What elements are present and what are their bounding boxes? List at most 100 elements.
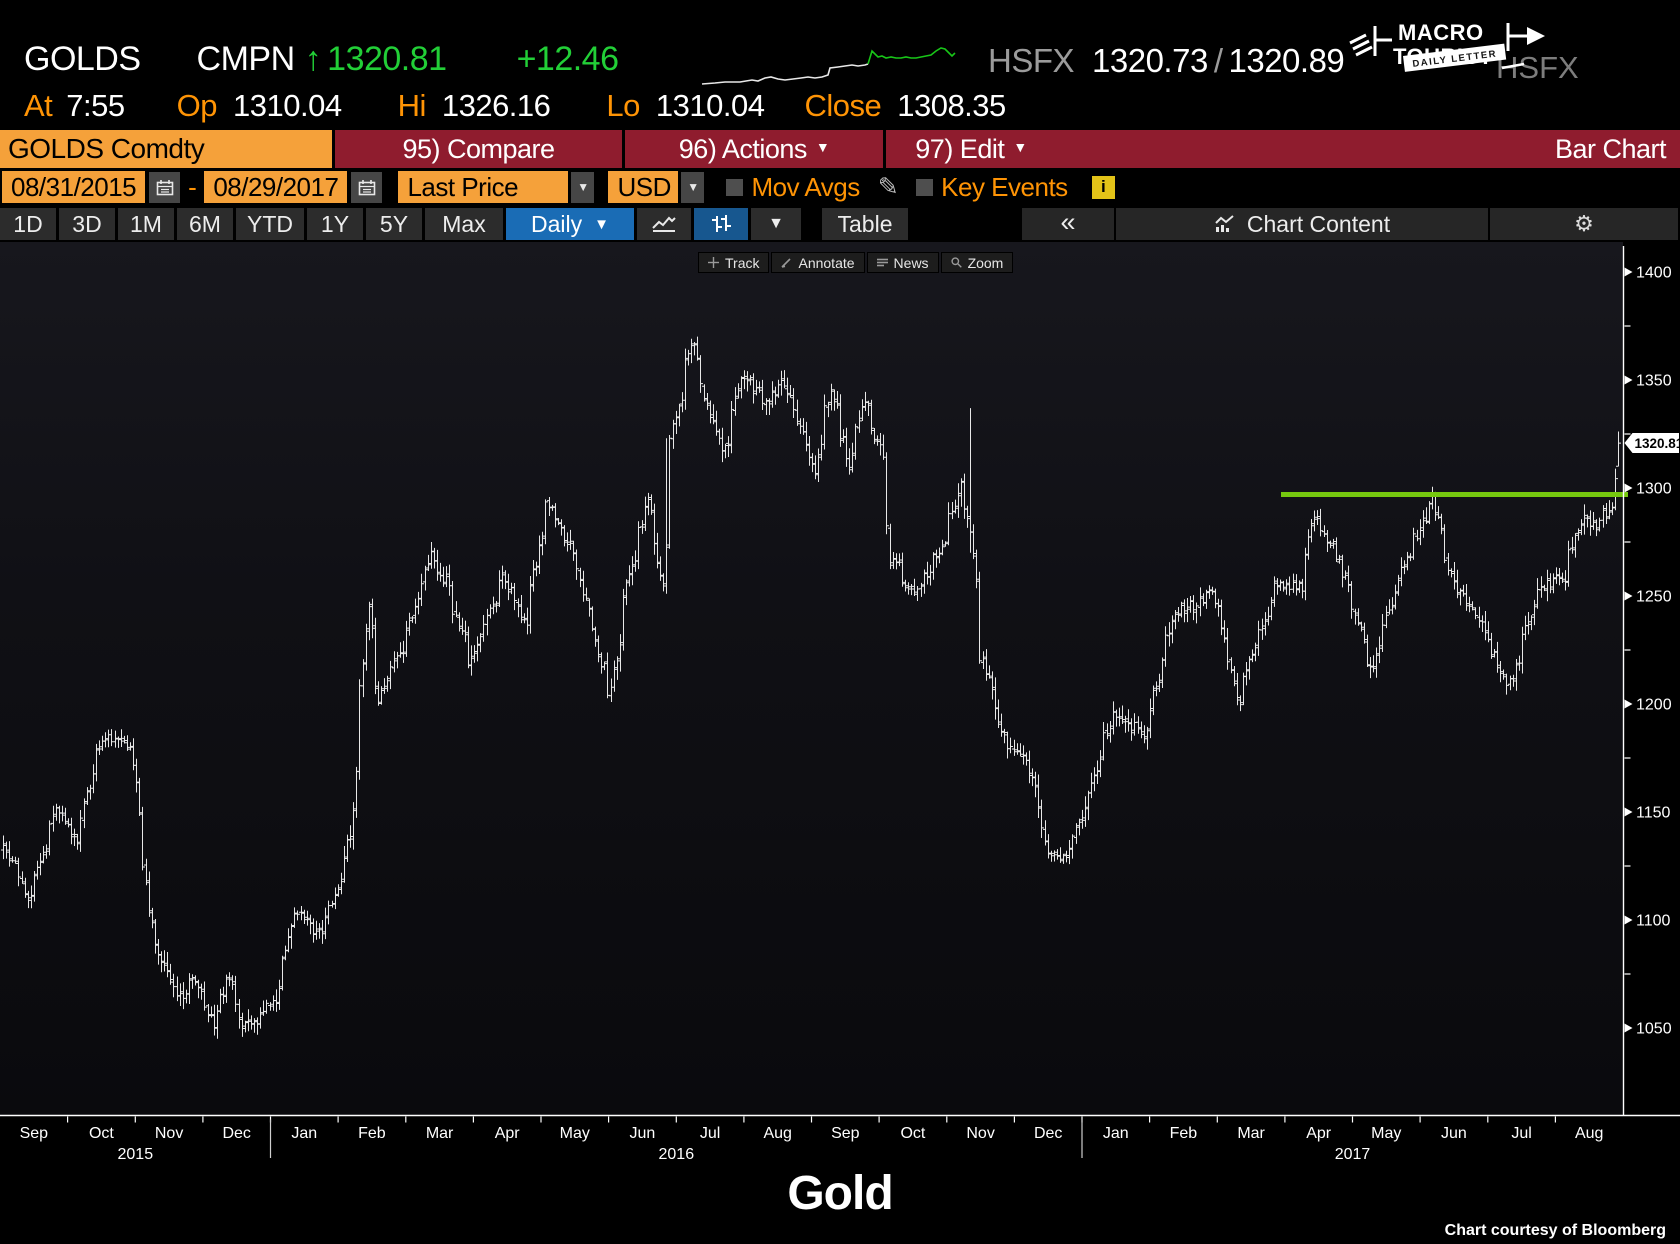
y-tick-label: 1250 xyxy=(1636,589,1672,606)
up-arrow-icon: ↑ xyxy=(304,40,322,78)
price-change: +12.46 xyxy=(516,40,619,78)
frequency-select[interactable]: Daily ▼ xyxy=(506,208,634,240)
chevron-down-icon[interactable]: ▼ xyxy=(571,171,595,203)
actions-button[interactable]: 96) Actions ▼ xyxy=(622,130,883,168)
last-price: 1320.81 xyxy=(327,40,447,78)
month-label: Jan xyxy=(1103,1125,1129,1142)
track-button[interactable]: Track xyxy=(698,252,770,273)
month-label: Aug xyxy=(763,1125,791,1142)
high-price: 1326.16 xyxy=(441,88,551,123)
y-tick-label: 1350 xyxy=(1636,373,1672,390)
period-tab-max[interactable]: Max xyxy=(425,208,503,240)
price-chart[interactable]: 1050 1100 1150 1200 1250 1300 1350 1400 1320.81 S… xyxy=(0,242,1680,1162)
quote-line-1: GOLDS CMPN ↑ 1320.81 +12.46 xyxy=(24,40,619,79)
month-label: Jun xyxy=(1441,1125,1467,1142)
period-tab-1d[interactable]: 1D xyxy=(0,208,56,240)
macro-tourist-logo: MACROTOURISTDAILY LETTER xyxy=(1349,20,1545,72)
period-tab-3d[interactable]: 3D xyxy=(59,208,115,240)
date-from-field[interactable]: 08/31/2015 xyxy=(2,171,146,203)
y-tick-label: 1050 xyxy=(1636,1021,1672,1038)
key-events-checkbox[interactable] xyxy=(916,178,934,196)
svg-text:MACRO: MACRO xyxy=(1398,20,1484,45)
chevron-down-icon[interactable]: ▼ xyxy=(681,171,705,203)
bid-ask-separator: / xyxy=(1213,42,1223,79)
month-label: Jun xyxy=(630,1125,656,1142)
month-label: Nov xyxy=(155,1125,183,1142)
zoom-button[interactable]: Zoom xyxy=(940,252,1014,273)
pricing-source: CMPN xyxy=(196,40,296,78)
open-price: 1310.04 xyxy=(233,88,342,123)
period-tabs-row: 1D 3D 1M 6M YTD 1Y 5Y Max Daily ▼ ▼ Table « Cha… xyxy=(0,206,1680,242)
news-button[interactable]: News xyxy=(866,252,939,273)
date-to-field[interactable]: 08/29/2017 xyxy=(204,171,348,203)
collapse-panel-button[interactable]: « xyxy=(1022,207,1114,240)
year-label: 2017 xyxy=(1335,1146,1371,1162)
chart-type-label: Bar Chart xyxy=(1554,133,1667,164)
chevron-down-icon: ▼ xyxy=(815,139,830,155)
chart-controls-row: 08/31/2015 - 08/29/2017 Last Price ▼ USD… xyxy=(0,168,1680,206)
period-tab-5y[interactable]: 5Y xyxy=(366,208,422,240)
month-label: Mar xyxy=(1237,1125,1265,1142)
month-label: Sep xyxy=(20,1125,49,1142)
right-button-cluster: « Chart Content ⚙ xyxy=(1022,207,1678,240)
settings-button[interactable]: ⚙ xyxy=(1490,208,1678,240)
chart-type-dropdown[interactable]: ▼ xyxy=(751,208,801,240)
calendar-icon[interactable] xyxy=(149,171,181,203)
key-events-label[interactable]: Key Events xyxy=(941,171,1068,202)
table-button[interactable]: Table xyxy=(822,208,908,240)
chart-mini-toolbar: Track Annotate News Zoom xyxy=(698,252,1014,273)
quote-time: 7:55 xyxy=(66,88,125,123)
info-icon[interactable]: i xyxy=(1091,175,1115,199)
tabs-row-spacer xyxy=(911,208,1019,240)
period-tab-ytd[interactable]: YTD xyxy=(236,208,304,240)
compare-button[interactable]: 95) Compare xyxy=(332,130,622,168)
annotate-icon xyxy=(781,257,792,268)
month-label: Aug xyxy=(1575,1125,1603,1142)
gear-icon: ⚙ xyxy=(1574,211,1594,237)
ohlc-bars xyxy=(1,336,1621,1039)
month-label: Feb xyxy=(1170,1125,1198,1142)
y-tick-label: 1400 xyxy=(1636,265,1672,282)
y-tick-label: 1200 xyxy=(1636,697,1672,714)
mov-avgs-checkbox[interactable] xyxy=(726,178,744,196)
period-tab-1m[interactable]: 1M xyxy=(118,208,174,240)
at-label: At xyxy=(24,88,53,123)
month-label: Nov xyxy=(966,1125,994,1142)
track-icon xyxy=(708,257,719,268)
price-field-select[interactable]: Last Price xyxy=(398,171,569,203)
prev-close-price: 1308.35 xyxy=(897,88,1006,123)
y-tick-label: 1150 xyxy=(1636,805,1671,822)
period-tab-6m[interactable]: 6M xyxy=(177,208,233,240)
month-label: Oct xyxy=(900,1125,925,1142)
news-icon xyxy=(876,257,888,268)
low-label: Lo xyxy=(606,88,640,123)
period-tab-1y[interactable]: 1Y xyxy=(307,208,363,240)
chart-content-button[interactable]: Chart Content xyxy=(1116,208,1488,240)
year-label: 2015 xyxy=(118,1146,154,1162)
chevron-down-icon: ▼ xyxy=(768,215,784,232)
mov-avgs-label[interactable]: Mov Avgs xyxy=(751,171,860,202)
month-label: Dec xyxy=(222,1125,250,1142)
edit-button[interactable]: 97) Edit ▼ xyxy=(883,130,1056,168)
month-label: Oct xyxy=(89,1125,114,1142)
svg-text:1320.81: 1320.81 xyxy=(1635,436,1680,451)
bar-chart-button[interactable] xyxy=(694,208,748,240)
month-label: Jul xyxy=(700,1125,720,1142)
security-field[interactable]: GOLDS Comdty xyxy=(0,130,332,168)
month-label: Jul xyxy=(1511,1125,1531,1142)
chart-content-icon xyxy=(1215,215,1234,232)
last-price-badge xyxy=(1624,433,1679,454)
month-label: Jan xyxy=(291,1125,317,1142)
currency-select[interactable]: USD xyxy=(608,171,679,203)
y-tick-label: 1100 xyxy=(1636,913,1671,930)
month-label: Dec xyxy=(1034,1125,1062,1142)
month-label: Feb xyxy=(358,1125,386,1142)
month-label: May xyxy=(1371,1125,1401,1142)
month-label: Apr xyxy=(495,1125,521,1142)
annotate-button[interactable]: Annotate xyxy=(771,252,865,273)
line-chart-button[interactable] xyxy=(637,208,691,240)
calendar-icon[interactable] xyxy=(351,171,383,203)
pencil-icon[interactable]: ✎ xyxy=(877,173,899,201)
month-label: Apr xyxy=(1306,1125,1332,1142)
